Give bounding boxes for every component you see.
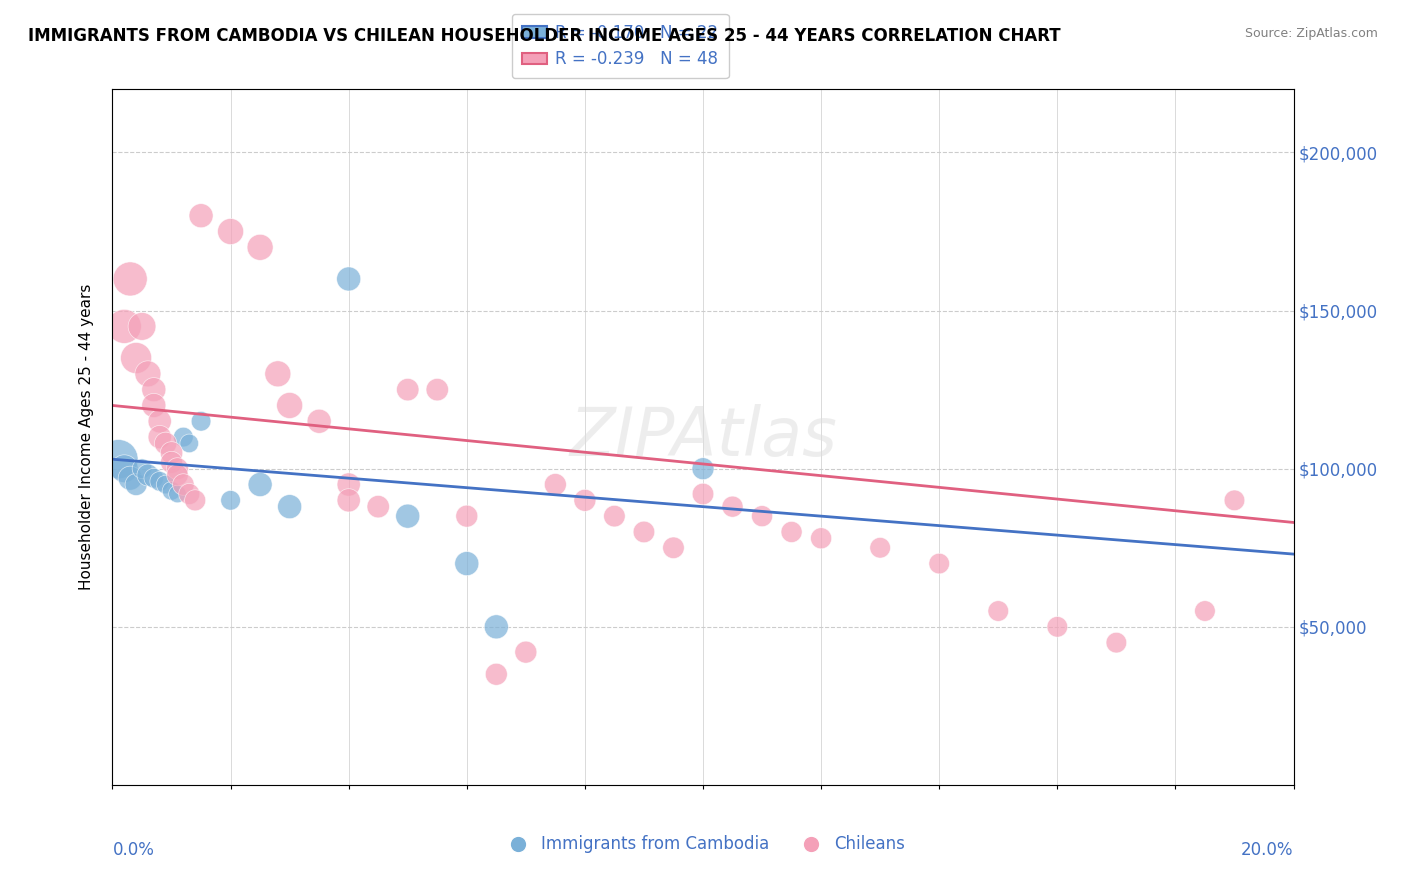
Point xyxy=(544,477,567,491)
Point xyxy=(125,477,148,491)
Point xyxy=(149,475,172,489)
Point xyxy=(426,383,449,397)
Point xyxy=(160,483,183,498)
Point xyxy=(456,509,478,524)
Point xyxy=(166,468,188,483)
Text: 20.0%: 20.0% xyxy=(1241,840,1294,859)
Text: IMMIGRANTS FROM CAMBODIA VS CHILEAN HOUSEHOLDER INCOME AGES 25 - 44 YEARS CORREL: IMMIGRANTS FROM CAMBODIA VS CHILEAN HOUS… xyxy=(28,27,1060,45)
Point xyxy=(149,414,172,428)
Point xyxy=(142,471,165,485)
Point xyxy=(149,430,172,444)
Point xyxy=(160,455,183,469)
Point xyxy=(155,436,177,450)
Y-axis label: Householder Income Ages 25 - 44 years: Householder Income Ages 25 - 44 years xyxy=(79,284,94,591)
Point xyxy=(721,500,744,514)
Point xyxy=(160,446,183,460)
Point xyxy=(662,541,685,555)
Point xyxy=(219,493,242,508)
Point xyxy=(179,487,201,501)
Point xyxy=(131,461,153,475)
Point xyxy=(515,645,537,659)
Point xyxy=(751,509,773,524)
Point xyxy=(810,531,832,545)
Point xyxy=(396,383,419,397)
Point xyxy=(337,272,360,286)
Point xyxy=(190,209,212,223)
Point xyxy=(1105,635,1128,649)
Point xyxy=(172,430,194,444)
Point xyxy=(155,477,177,491)
Point xyxy=(112,319,135,334)
Point xyxy=(136,367,159,381)
Point xyxy=(987,604,1010,618)
Text: 0.0%: 0.0% xyxy=(112,840,155,859)
Point xyxy=(456,557,478,571)
Point xyxy=(249,240,271,254)
Point xyxy=(367,500,389,514)
Point xyxy=(692,487,714,501)
Point xyxy=(112,461,135,475)
Point xyxy=(337,477,360,491)
Point xyxy=(692,461,714,475)
Point xyxy=(190,414,212,428)
Point xyxy=(136,468,159,483)
Point xyxy=(107,452,129,467)
Point xyxy=(928,557,950,571)
Point xyxy=(179,436,201,450)
Point xyxy=(120,272,142,286)
Point xyxy=(278,399,301,413)
Point xyxy=(166,461,188,475)
Point xyxy=(125,351,148,365)
Point xyxy=(1046,620,1069,634)
Point xyxy=(396,509,419,524)
Point xyxy=(172,477,194,491)
Point xyxy=(142,383,165,397)
Point xyxy=(142,399,165,413)
Point xyxy=(131,319,153,334)
Point xyxy=(633,524,655,539)
Point xyxy=(267,367,290,381)
Point xyxy=(574,493,596,508)
Point xyxy=(603,509,626,524)
Point xyxy=(166,487,188,501)
Point xyxy=(869,541,891,555)
Point xyxy=(219,225,242,239)
Point xyxy=(184,493,207,508)
Legend: Immigrants from Cambodia, Chileans: Immigrants from Cambodia, Chileans xyxy=(495,829,911,860)
Point xyxy=(485,667,508,681)
Point xyxy=(249,477,271,491)
Point xyxy=(485,620,508,634)
Point xyxy=(1194,604,1216,618)
Point xyxy=(120,471,142,485)
Point xyxy=(780,524,803,539)
Point xyxy=(337,493,360,508)
Point xyxy=(308,414,330,428)
Point xyxy=(1223,493,1246,508)
Text: ZIPAtlas: ZIPAtlas xyxy=(569,404,837,470)
Point xyxy=(278,500,301,514)
Text: Source: ZipAtlas.com: Source: ZipAtlas.com xyxy=(1244,27,1378,40)
